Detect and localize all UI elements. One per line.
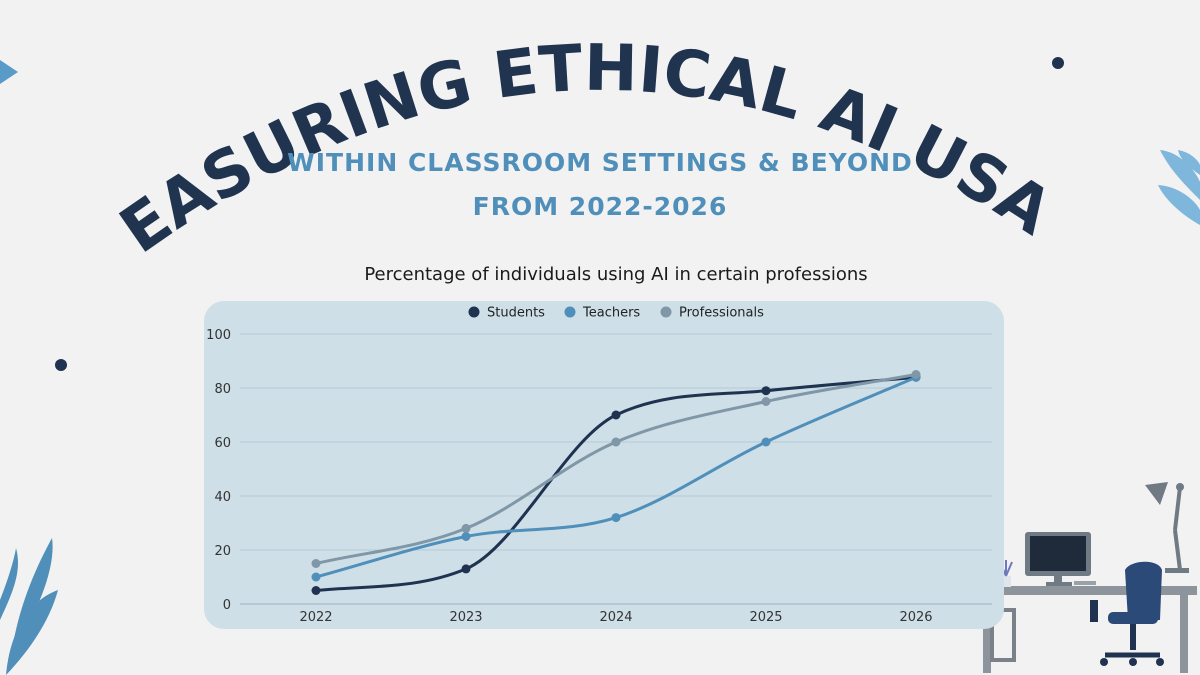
legend-marker: [564, 306, 576, 318]
lamp-icon: [1145, 482, 1189, 573]
chart-series: [311, 370, 921, 595]
monitor-icon: [1025, 532, 1096, 586]
chart-grid: [240, 333, 992, 605]
y-tick-label: 40: [214, 490, 231, 505]
y-tick-label: 20: [214, 544, 231, 559]
data-point-professionals: [761, 397, 771, 406]
x-tick-label: 2022: [299, 610, 332, 625]
dot-icon: [55, 359, 67, 371]
data-point-students: [611, 410, 621, 420]
legend-marker: [660, 306, 672, 318]
leaf-icon: [1158, 150, 1200, 225]
legend-label: Professionals: [679, 306, 764, 321]
leaf-icon: [0, 538, 58, 675]
data-point-professionals: [911, 370, 921, 379]
y-tick-label: 80: [214, 382, 231, 397]
legend-label: Teachers: [582, 306, 640, 321]
data-point-teachers: [461, 532, 471, 541]
data-point-teachers: [761, 437, 771, 447]
x-tick-label: 2023: [449, 610, 482, 625]
x-tick-label: 2024: [599, 610, 632, 625]
y-tick-label: 100: [206, 328, 231, 343]
x-tick-label: 2026: [899, 610, 932, 625]
chart-title: Percentage of individuals using AI in ce…: [364, 264, 868, 285]
y-tick-label: 60: [214, 436, 231, 451]
data-point-students: [761, 386, 771, 396]
data-point-professionals: [311, 559, 321, 568]
triangle-icon: [0, 60, 18, 84]
data-point-students: [311, 586, 321, 595]
chart-legend: Students Teachers Professionals: [468, 306, 764, 321]
legend-label: Students: [487, 306, 545, 321]
data-point-professionals: [461, 523, 471, 533]
chart-ticks: 0 20 40 60 80 100 2022 2023 2024 2025 2026: [206, 328, 932, 625]
subtitle-line-1: WITHIN CLASSROOM SETTINGS & BEYOND: [287, 148, 913, 177]
dot-icon: [1052, 57, 1064, 69]
chair-icon: [1090, 561, 1164, 666]
chart-panel: [204, 301, 1004, 629]
data-point-teachers: [311, 572, 321, 582]
data-point-students: [461, 564, 471, 574]
page-title: MEASURING ETHICAL AI USAGE: [0, 0, 1065, 268]
y-tick-label: 0: [223, 598, 231, 613]
legend-marker: [468, 306, 480, 318]
data-point-teachers: [611, 513, 621, 523]
series-line-students: [315, 375, 917, 592]
x-tick-label: 2025: [749, 610, 782, 625]
data-point-professionals: [611, 437, 621, 447]
subtitle-line-2: FROM 2022-2026: [472, 192, 728, 221]
